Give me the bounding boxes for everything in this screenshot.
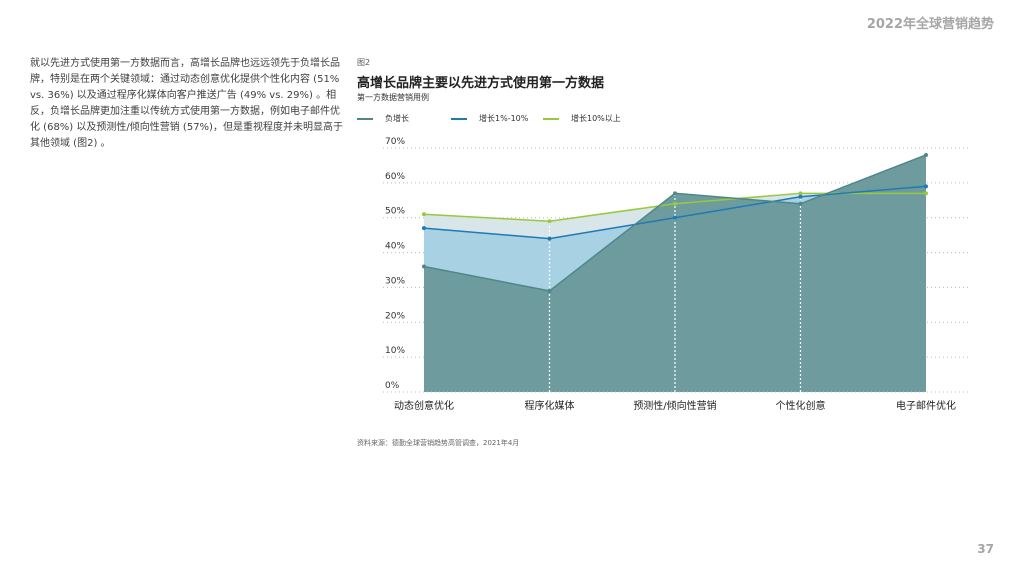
- data-point: [798, 194, 803, 199]
- data-point: [924, 152, 928, 157]
- chart-title: 高增长品牌主要以先进方式使用第一方数据: [357, 76, 605, 91]
- data-point: [547, 288, 552, 293]
- data-point: [547, 236, 552, 241]
- source-note: 资料来源：德勤全球营销趋势高管调查，2021年4月: [357, 439, 520, 447]
- series-line: [423, 185, 927, 240]
- data-point: [798, 191, 803, 196]
- data-point: [422, 212, 426, 217]
- chart-subtitle: 第一方数据营销用例: [357, 93, 429, 102]
- data-point: [798, 201, 803, 206]
- x-category-label: 程序化媒体: [525, 399, 575, 412]
- y-tick-label: 20%: [385, 311, 405, 321]
- data-point: [547, 219, 552, 224]
- x-category-label: 电子邮件优化: [896, 399, 956, 412]
- series-area: [424, 193, 926, 392]
- series-line: [423, 192, 926, 222]
- y-tick-label: 70%: [385, 137, 405, 147]
- page-number: 37: [977, 542, 994, 556]
- data-point: [673, 191, 677, 196]
- report-header-title: 2022年全球营销趋势: [866, 17, 994, 32]
- data-point: [673, 201, 677, 206]
- data-point: [924, 191, 928, 196]
- legend-label-growth-1-10: 增长1%-10%: [479, 114, 529, 123]
- x-category-label: 个性化创意: [776, 399, 826, 412]
- data-point: [924, 184, 928, 189]
- legend-swatch-growth-10-plus: [543, 118, 559, 120]
- y-tick-label: 0%: [385, 381, 400, 391]
- x-category-label: 动态创意优化: [394, 399, 454, 412]
- x-category-label: 预测性/倾向性营销: [633, 399, 716, 412]
- data-point: [422, 264, 426, 269]
- y-tick-label: 50%: [385, 207, 405, 217]
- series-area: [424, 154, 926, 392]
- data-point: [673, 215, 677, 220]
- y-tick-label: 40%: [385, 242, 405, 252]
- y-tick-label: 60%: [385, 172, 405, 182]
- legend-label-negative-growth: 负增长: [385, 114, 409, 123]
- body-paragraph: 就以先进方式使用第一方数据而言，高增长品牌也远远领先于负增长品牌，特别是在两个关…: [30, 58, 343, 149]
- series-line: [423, 154, 927, 292]
- figure-label: 图2: [357, 58, 371, 67]
- y-tick-label: 10%: [385, 346, 405, 356]
- legend-swatch-growth-1-10: [451, 118, 467, 120]
- data-point: [422, 226, 426, 231]
- legend-swatch-negative-growth: [357, 118, 373, 120]
- series-area: [424, 186, 926, 392]
- y-tick-label: 30%: [385, 276, 405, 286]
- legend-label-growth-10-plus: 增长10%以上: [571, 114, 621, 123]
